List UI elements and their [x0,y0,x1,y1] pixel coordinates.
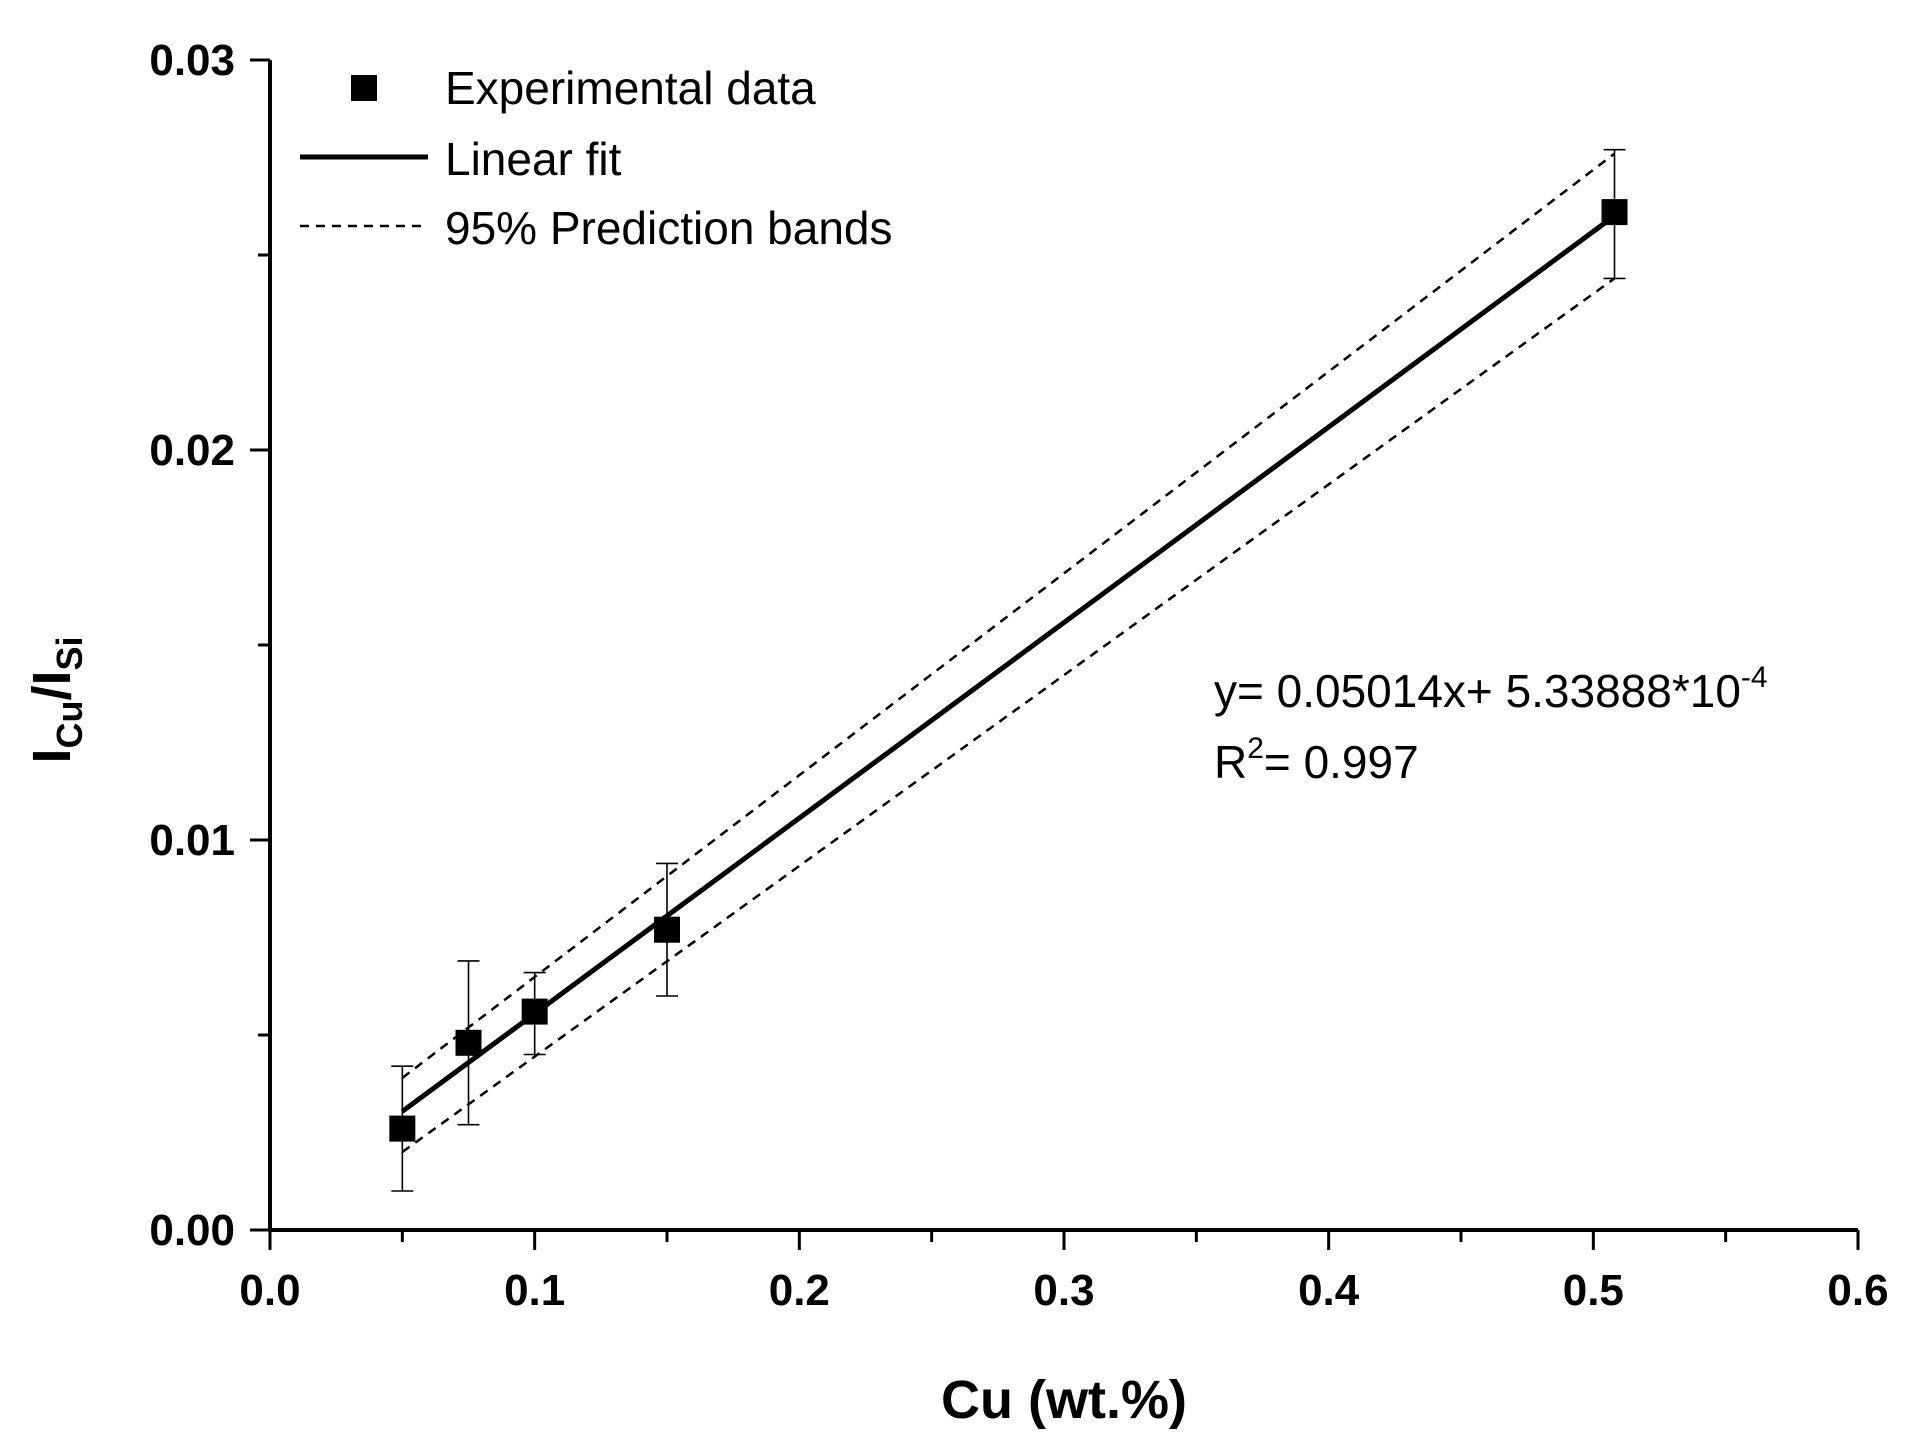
x-tick-label: 0.0 [239,1266,300,1315]
x-ticks: 0.0 0.1 0.2 0.3 0.4 0.5 0.6 [239,1230,1889,1315]
linear-fit [400,213,1616,1114]
fit-equation: y= 0.05014x+ 5.33888*10-4 [1214,661,1768,717]
y-tick-label: 0.02 [149,426,235,475]
data-point [455,1029,482,1056]
r-squared-exponent: 2 [1247,732,1264,765]
legend: Experimental data Linear fit 95% Predict… [300,62,893,254]
y-axis-title-sep: /I [22,670,82,700]
y-tick-label: 0.03 [149,36,235,85]
y-axis-title-sub1: Cu [49,701,90,749]
r-squared: R2= 0.997 [1214,732,1419,788]
r-squared-label: R [1214,736,1247,788]
fit-line [400,213,1616,1114]
prediction-bands [401,152,1616,1154]
y-axis-title-sub2: Si [49,636,90,670]
x-axis-title: Cu (wt.%) [941,1370,1187,1430]
data-point [521,998,548,1025]
y-axis-title-main: I [22,749,82,764]
y-tick-label: 0.00 [149,1206,235,1255]
fit-annotation: y= 0.05014x+ 5.33888*10-4 R2= 0.997 [1214,661,1768,788]
legend-label-bands: 95% Prediction bands [445,202,893,254]
legend-label-experimental: Experimental data [445,62,816,114]
legend-label-fit: Linear fit [445,133,622,185]
x-tick-label: 0.6 [1827,1266,1888,1315]
data-point [389,1115,416,1142]
legend-marker-square [351,75,377,101]
x-tick-label: 0.2 [769,1266,830,1315]
data-point [1601,199,1628,226]
fit-equation-main: y= 0.05014x+ 5.33888*10 [1214,665,1741,717]
data-points [389,199,1628,1142]
x-tick-label: 0.1 [504,1266,565,1315]
r-squared-value: = 0.997 [1264,736,1419,788]
y-tick-label: 0.01 [149,816,235,865]
x-tick-label: 0.3 [1033,1266,1094,1315]
x-tick-label: 0.4 [1298,1266,1360,1315]
data-point [654,916,680,943]
y-axis-title: ICu/ISi [22,636,90,763]
fit-equation-exponent: -4 [1741,661,1768,694]
x-tick-label: 0.5 [1563,1266,1624,1315]
prediction-band-upper [401,152,1616,1079]
y-ticks: 0.00 0.01 0.02 0.03 [149,36,270,1255]
